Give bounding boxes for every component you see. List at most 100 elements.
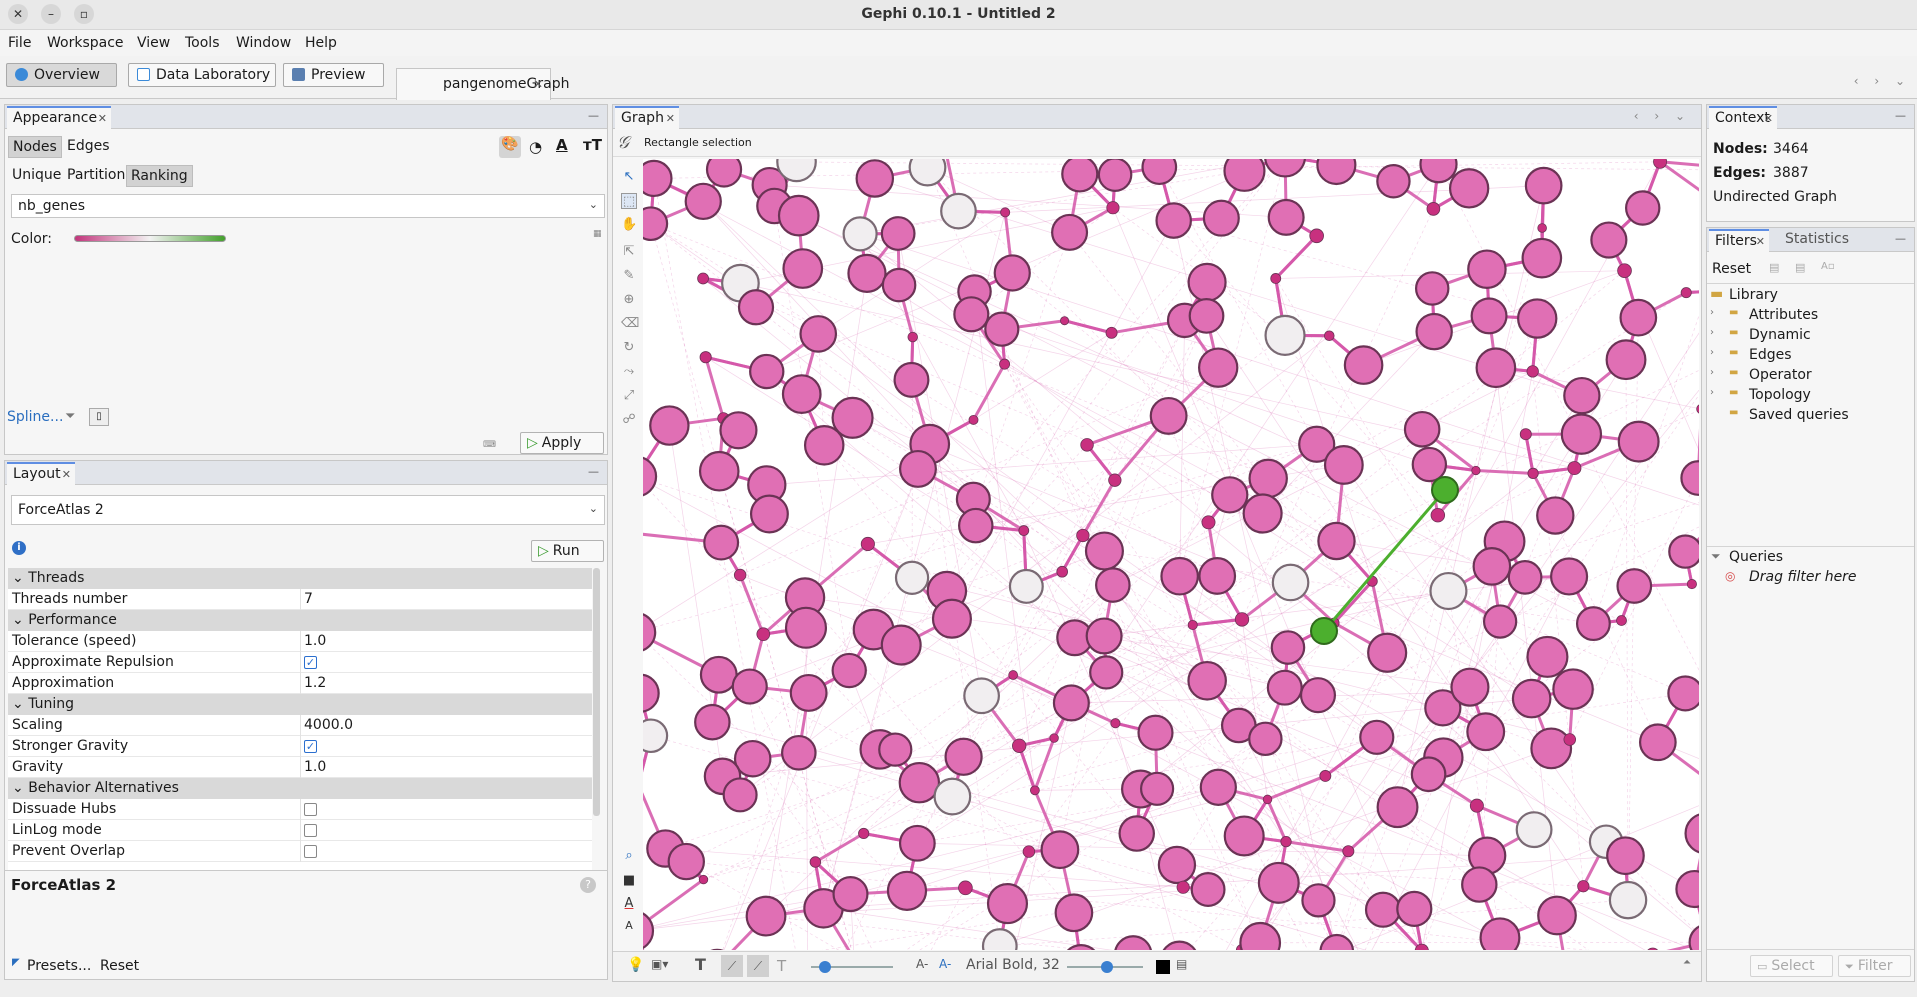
graph-node[interactable]: [749, 353, 785, 390]
graph-node[interactable]: [855, 159, 895, 198]
graph-node[interactable]: [847, 253, 887, 293]
nodes-toggle[interactable]: Nodes: [8, 136, 62, 158]
graph-node[interactable]: [1000, 207, 1011, 218]
graph-node[interactable]: [1118, 815, 1155, 852]
library-item-attributes[interactable]: Attributes: [1749, 307, 1819, 323]
graph-node[interactable]: [1616, 568, 1653, 604]
graph-node[interactable]: [1076, 528, 1090, 543]
library-item-edges[interactable]: Edges: [1749, 347, 1792, 363]
graph-node[interactable]: [1062, 944, 1100, 950]
gradient-options-icon[interactable]: ▦: [593, 229, 602, 239]
collapse-icon[interactable]: ⏶: [1683, 957, 1691, 968]
graph-node[interactable]: [1301, 883, 1336, 918]
graph-node[interactable]: [1617, 420, 1660, 463]
font-name-label[interactable]: Arial Bold, 32: [966, 957, 1060, 973]
close-window-icon[interactable]: ✕: [8, 4, 28, 24]
graph-node[interactable]: [898, 761, 941, 804]
zoom-icon[interactable]: ⌕: [625, 848, 633, 863]
category-behavior[interactable]: ⌄ Behavior Alternatives: [8, 778, 592, 799]
graph-node[interactable]: [1054, 893, 1094, 933]
tab-navigation-icon[interactable]: ‹ › ⌄: [1633, 109, 1691, 123]
expand-icon[interactable]: ›: [1710, 387, 1714, 398]
graph-node[interactable]: [1080, 438, 1094, 452]
graph-node[interactable]: [1537, 223, 1547, 233]
category-threads[interactable]: ⌄ Threads: [8, 568, 592, 589]
tab-layout[interactable]: Layout ✕: [7, 462, 75, 485]
graph-node[interactable]: [1052, 684, 1090, 722]
graph-node[interactable]: [1450, 667, 1490, 707]
palette-icon[interactable]: 🎨: [499, 136, 521, 158]
graph-node[interactable]: [832, 876, 869, 913]
graph-node[interactable]: [643, 911, 655, 950]
library-folder[interactable]: Library: [1729, 287, 1778, 303]
prevent-overlap-checkbox[interactable]: [304, 845, 317, 858]
approximate-repulsion-checkbox[interactable]: ✓: [304, 656, 317, 669]
graph-node[interactable]: [1211, 476, 1249, 514]
drag-icon[interactable]: ✋: [621, 217, 638, 232]
graph-node[interactable]: [1317, 521, 1356, 561]
category-tuning[interactable]: ⌄ Tuning: [8, 694, 592, 715]
graph-node[interactable]: [880, 624, 922, 666]
graph-node[interactable]: [860, 536, 875, 552]
graph-node[interactable]: [698, 874, 709, 885]
graph-node[interactable]: [1049, 733, 1059, 743]
rename-filter-icon[interactable]: A▫: [1821, 261, 1835, 272]
menu-tools[interactable]: Tools: [185, 35, 220, 51]
gravity-value[interactable]: 1.0: [304, 759, 327, 775]
graph-node[interactable]: [703, 524, 740, 561]
graph-node[interactable]: [1638, 723, 1677, 762]
menu-window[interactable]: Window: [236, 35, 292, 51]
expand-icon[interactable]: ›: [1710, 367, 1714, 378]
overview-button[interactable]: Overview: [6, 63, 117, 87]
graph-node[interactable]: [1239, 921, 1282, 950]
graph-node[interactable]: [649, 405, 690, 446]
graph-node[interactable]: [881, 267, 917, 303]
graph-node[interactable]: [1040, 830, 1080, 870]
graph-node[interactable]: [1467, 249, 1507, 289]
close-icon[interactable]: ✕: [61, 468, 71, 481]
graph-node[interactable]: [1526, 365, 1539, 378]
graph-node[interactable]: [1309, 228, 1324, 244]
dissuade-hubs-checkbox[interactable]: [304, 803, 317, 816]
graph-node[interactable]: [1056, 565, 1068, 578]
graph-node[interactable]: [1140, 771, 1175, 806]
reset-layout-button[interactable]: Reset: [100, 958, 140, 974]
filter-button[interactable]: ⏷ Filter: [1838, 955, 1911, 977]
filter-funnel-icon[interactable]: ⏷: [65, 409, 76, 424]
graph-node[interactable]: [1616, 615, 1627, 626]
menu-file[interactable]: File: [8, 35, 32, 51]
graph-node[interactable]: [999, 358, 1011, 370]
graph-node[interactable]: [894, 560, 930, 595]
graph-node[interactable]: [1536, 496, 1575, 535]
graph-node[interactable]: [1686, 579, 1697, 590]
graph-node[interactable]: [809, 856, 822, 868]
graph-node[interactable]: [1396, 890, 1433, 927]
graph-node[interactable]: [1108, 473, 1122, 487]
graph-node[interactable]: [1097, 159, 1133, 192]
graph-node[interactable]: [1342, 845, 1355, 858]
graph-node[interactable]: [1424, 689, 1462, 727]
graph-node[interactable]: [737, 289, 775, 326]
graph-node[interactable]: [1403, 410, 1441, 448]
graph-node[interactable]: [933, 777, 972, 816]
graph-node[interactable]: [722, 777, 758, 813]
graph-node[interactable]: [984, 311, 1020, 347]
graph-node[interactable]: [1267, 198, 1305, 236]
graph-node[interactable]: [1376, 786, 1419, 829]
graph-node[interactable]: [1411, 446, 1448, 483]
graph-node[interactable]: [1141, 159, 1178, 186]
graph-node[interactable]: [1414, 271, 1450, 306]
graph-node[interactable]: [799, 315, 838, 353]
graph-node[interactable]: [1197, 347, 1239, 388]
graph-node[interactable]: [1507, 559, 1543, 595]
graph-node[interactable]: [1646, 947, 1659, 950]
stronger-gravity-checkbox[interactable]: ✓: [304, 740, 317, 753]
graph-node[interactable]: [1696, 404, 1699, 414]
graph-node[interactable]: [886, 870, 928, 911]
graph-node[interactable]: [1061, 159, 1099, 193]
graph-node[interactable]: [1137, 714, 1174, 751]
network-graph[interactable]: [643, 159, 1699, 950]
graph-node[interactable]: [968, 414, 979, 425]
graph-node[interactable]: [789, 673, 828, 712]
graph-node[interactable]: [1367, 632, 1408, 673]
